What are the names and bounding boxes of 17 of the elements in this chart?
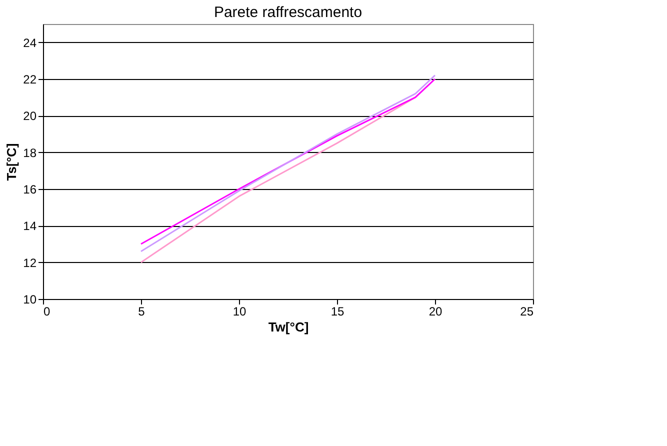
y-tick-label: 22 [23,72,37,86]
y-tick-label: 18 [23,146,37,160]
x-tick-label: 20 [428,304,442,318]
chart-title: Parete raffrescamento [214,4,362,21]
x-axis-title: Tw[°C] [268,320,309,334]
y-tick-label: 10 [23,292,37,306]
y-tick-label: 16 [23,182,37,196]
y-axis-title: Ts[°C] [4,143,20,181]
y-tick-label: 24 [23,36,37,50]
y-tick-label: 14 [23,219,37,234]
y-tick-label: 20 [23,109,37,124]
y-tick-label: 12 [23,256,37,270]
x-tick-label: 10 [232,304,246,318]
x-tick-label: 5 [138,304,146,318]
x-tick-label: 0 [44,304,50,318]
x-tick-label: 15 [330,304,344,318]
x-tick-label: 25 [520,304,534,318]
